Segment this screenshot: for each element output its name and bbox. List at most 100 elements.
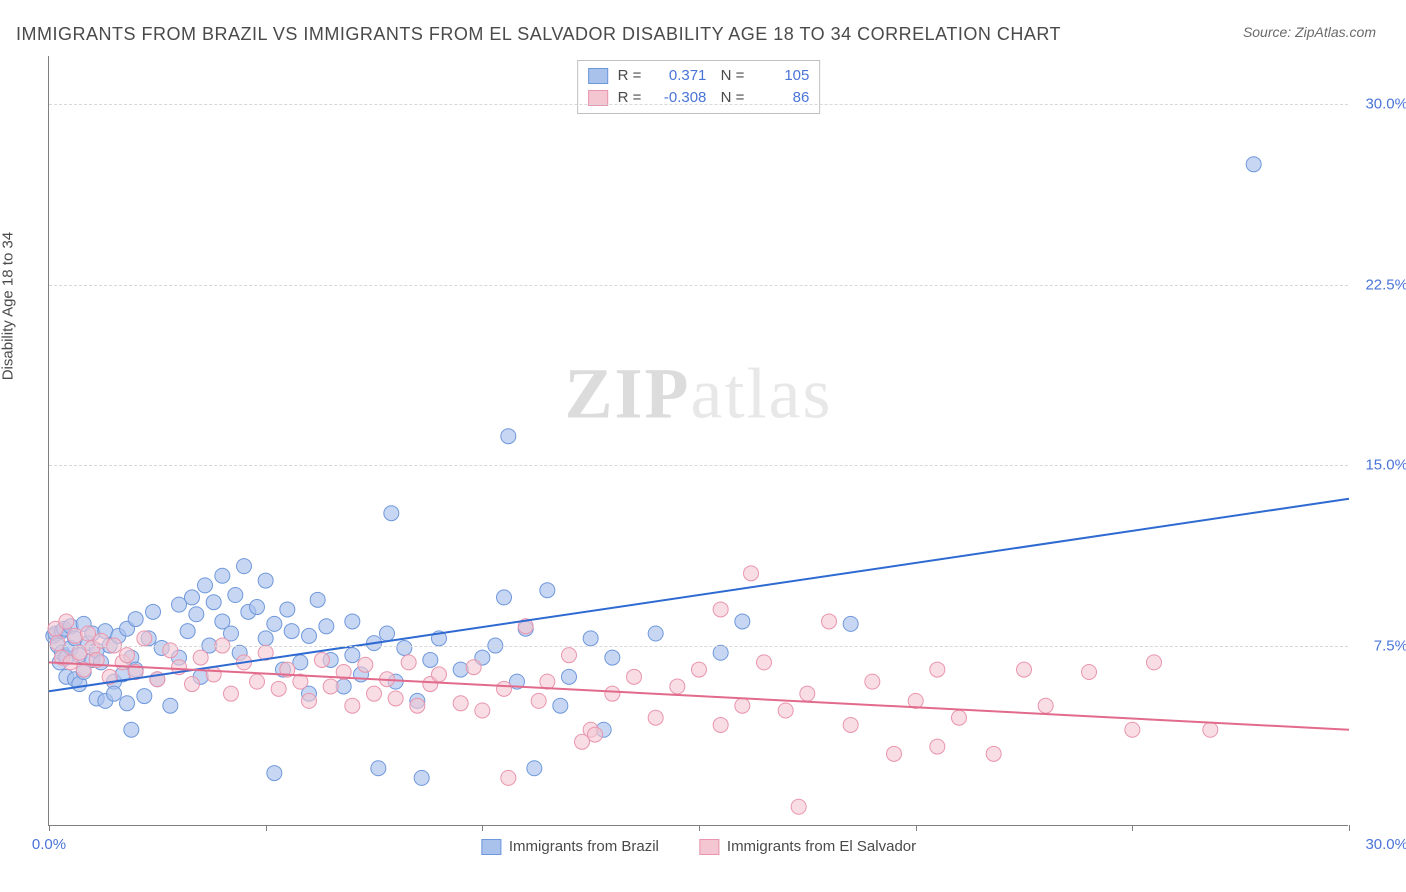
scatter-point xyxy=(267,616,282,631)
scatter-point xyxy=(930,662,945,677)
scatter-point xyxy=(692,662,707,677)
scatter-point xyxy=(423,652,438,667)
scatter-point xyxy=(648,626,663,641)
scatter-point xyxy=(280,602,295,617)
scatter-point xyxy=(224,686,239,701)
legend-item-brazil: Immigrants from Brazil xyxy=(481,838,659,855)
scatter-point xyxy=(986,746,1001,761)
scatter-point xyxy=(757,655,772,670)
scatter-point xyxy=(778,703,793,718)
scatter-point xyxy=(384,506,399,521)
scatter-point xyxy=(258,631,273,646)
scatter-point xyxy=(713,645,728,660)
legend-swatch-brazil xyxy=(481,839,501,855)
scatter-point xyxy=(367,686,382,701)
scatter-point xyxy=(68,628,83,643)
plot-area: ZIPatlas R = 0.371 N = 105 R = -0.308 N … xyxy=(48,56,1348,826)
scatter-point xyxy=(323,679,338,694)
scatter-point xyxy=(843,717,858,732)
scatter-point xyxy=(432,667,447,682)
scatter-point xyxy=(553,698,568,713)
scatter-point xyxy=(453,696,468,711)
scatter-point xyxy=(198,578,213,593)
scatter-point xyxy=(453,662,468,677)
scatter-point xyxy=(185,677,200,692)
scatter-point xyxy=(1038,698,1053,713)
scatter-point xyxy=(120,648,135,663)
scatter-point xyxy=(215,568,230,583)
scatter-point xyxy=(137,631,152,646)
scatter-point xyxy=(237,559,252,574)
scatter-point xyxy=(501,770,516,785)
scatter-point xyxy=(193,650,208,665)
scatter-point xyxy=(302,693,317,708)
chart-title: IMMIGRANTS FROM BRAZIL VS IMMIGRANTS FRO… xyxy=(16,24,1061,45)
scatter-point xyxy=(189,607,204,622)
scatter-point xyxy=(302,628,317,643)
y-tick-label: 30.0% xyxy=(1365,96,1406,113)
scatter-point xyxy=(605,686,620,701)
scatter-point xyxy=(605,650,620,665)
scatter-point xyxy=(865,674,880,689)
scatter-svg xyxy=(49,56,1348,825)
scatter-point xyxy=(952,710,967,725)
scatter-point xyxy=(206,595,221,610)
scatter-point xyxy=(250,674,265,689)
scatter-point xyxy=(310,592,325,607)
scatter-point xyxy=(107,686,122,701)
scatter-point xyxy=(345,648,360,663)
scatter-point xyxy=(1203,722,1218,737)
scatter-point xyxy=(397,640,412,655)
scatter-point xyxy=(380,626,395,641)
scatter-point xyxy=(466,660,481,675)
scatter-point xyxy=(497,590,512,605)
scatter-point xyxy=(388,691,403,706)
scatter-point xyxy=(843,616,858,631)
scatter-point xyxy=(345,698,360,713)
scatter-point xyxy=(930,739,945,754)
scatter-point xyxy=(562,669,577,684)
scatter-point xyxy=(713,602,728,617)
scatter-point xyxy=(735,698,750,713)
scatter-point xyxy=(475,703,490,718)
scatter-point xyxy=(1017,662,1032,677)
scatter-point xyxy=(163,698,178,713)
scatter-point xyxy=(319,619,334,634)
scatter-point xyxy=(744,566,759,581)
scatter-point xyxy=(315,652,330,667)
y-tick-label: 7.5% xyxy=(1374,637,1406,654)
scatter-point xyxy=(501,429,516,444)
scatter-point xyxy=(410,698,425,713)
scatter-point xyxy=(146,604,161,619)
y-tick-label: 22.5% xyxy=(1365,276,1406,293)
scatter-point xyxy=(124,722,139,737)
scatter-point xyxy=(583,631,598,646)
scatter-point xyxy=(120,696,135,711)
scatter-point xyxy=(1147,655,1162,670)
scatter-point xyxy=(267,766,282,781)
scatter-point xyxy=(791,799,806,814)
scatter-point xyxy=(180,624,195,639)
scatter-point xyxy=(137,689,152,704)
scatter-point xyxy=(540,583,555,598)
scatter-point xyxy=(627,669,642,684)
scatter-point xyxy=(228,588,243,603)
scatter-point xyxy=(887,746,902,761)
scatter-point xyxy=(1082,665,1097,680)
scatter-point xyxy=(1125,722,1140,737)
scatter-point xyxy=(284,624,299,639)
scatter-point xyxy=(371,761,386,776)
legend-swatch-elsalvador xyxy=(699,839,719,855)
x-tick-label: 30.0% xyxy=(1365,836,1406,853)
scatter-point xyxy=(527,761,542,776)
scatter-point xyxy=(735,614,750,629)
scatter-point xyxy=(800,686,815,701)
bottom-legend: Immigrants from Brazil Immigrants from E… xyxy=(481,838,916,855)
scatter-point xyxy=(531,693,546,708)
scatter-point xyxy=(497,681,512,696)
legend-label-brazil: Immigrants from Brazil xyxy=(509,838,659,855)
scatter-point xyxy=(185,590,200,605)
scatter-point xyxy=(59,614,74,629)
scatter-point xyxy=(271,681,286,696)
y-axis-label: Disability Age 18 to 34 xyxy=(0,232,17,380)
